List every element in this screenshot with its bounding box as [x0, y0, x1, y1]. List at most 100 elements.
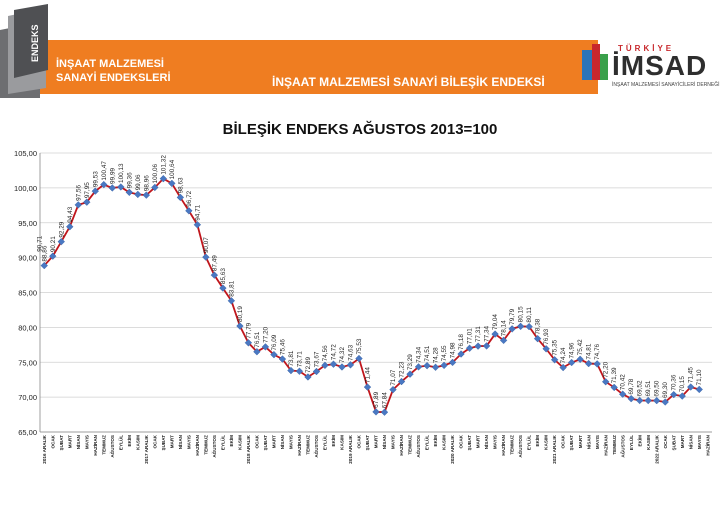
data-label: 76,93	[543, 328, 550, 344]
y-tick-label: 70,00	[18, 393, 37, 402]
data-label: 77,34	[484, 325, 491, 341]
data-point	[227, 297, 236, 305]
data-label: 74,56	[322, 345, 329, 361]
x-tick-label: MART	[272, 435, 277, 448]
side-logo-text: ENDEKS	[30, 24, 40, 62]
x-tick-label: 2018 ARALIK	[246, 434, 251, 463]
data-label: 100,06	[152, 163, 159, 183]
data-point	[270, 350, 278, 359]
x-tick-label: MAYIS	[186, 435, 191, 449]
data-point	[83, 198, 91, 206]
x-tick-label: HAZİRAN	[500, 434, 506, 455]
x-tick-label: 2019 ARALIK	[348, 434, 353, 463]
y-tick-label: 90,00	[18, 254, 37, 263]
data-point	[457, 350, 465, 358]
data-label: 88,86	[41, 245, 48, 261]
x-tick-label: KASIM	[237, 435, 242, 450]
x-tick-label: OCAK	[561, 434, 566, 448]
data-point	[695, 385, 703, 394]
data-point	[202, 253, 210, 261]
data-point	[414, 363, 423, 371]
x-tick-label: MAYIS	[493, 435, 498, 449]
data-label: 74,76	[594, 343, 601, 359]
data-label: 71,44	[364, 367, 371, 383]
y-tick-label: 80,00	[18, 323, 37, 332]
data-label: 69,51	[645, 380, 652, 396]
header-title: İNŞAAT MALZEMESİ SANAYİ BİLEŞİK ENDEKSİ	[272, 75, 545, 89]
x-tick-label: ŞUBAT	[365, 435, 370, 451]
x-tick-label: AĞUSTOS	[516, 435, 523, 458]
data-label: 72,89	[305, 357, 312, 373]
data-point	[619, 390, 627, 398]
data-point	[236, 322, 244, 330]
data-point	[644, 396, 652, 405]
data-label: 74,28	[433, 347, 440, 363]
data-label: 71,45	[688, 367, 695, 383]
data-point	[610, 383, 618, 392]
imsad-subtitle: İNŞAAT MALZEMESİ SANAYİCİLERİ DERNEĞİ	[612, 82, 720, 88]
data-label: 100,13	[118, 163, 125, 183]
data-label: 97,56	[75, 184, 82, 200]
x-tick-label: TEMMUZ	[203, 435, 208, 455]
data-label: 96,72	[186, 190, 193, 206]
endeks-logo: ENDEKS	[0, 4, 48, 98]
x-tick-label: OCAK	[663, 434, 668, 448]
imsad-top-text: TÜRKİYE	[618, 44, 675, 53]
data-point	[636, 396, 644, 405]
x-tick-label: AĞUSTOS	[414, 435, 421, 458]
data-point	[584, 359, 593, 368]
data-label: 71,10	[696, 369, 703, 385]
x-tick-label: ŞUBAT	[161, 435, 166, 451]
x-tick-label: MAYIS	[595, 435, 600, 449]
data-point	[440, 361, 448, 370]
data-label: 76,09	[271, 334, 278, 350]
x-tick-label: NİSAN	[381, 434, 387, 449]
x-tick-label: MART	[169, 435, 174, 448]
x-tick-label: MART	[680, 435, 685, 448]
x-tick-label: ŞUBAT	[263, 435, 268, 451]
data-point	[567, 358, 576, 367]
data-point	[338, 363, 346, 371]
data-label: 73,71	[296, 351, 303, 367]
data-label: 74,98	[450, 342, 457, 358]
data-label: 99,06	[135, 174, 142, 190]
data-point	[499, 336, 508, 345]
data-point	[134, 190, 142, 199]
data-label: 101,32	[160, 155, 167, 175]
x-tick-label: HAZİRAN	[92, 434, 98, 455]
data-point	[346, 361, 355, 369]
data-label: 94,71	[194, 204, 201, 220]
brand-line2: SANAYİ ENDEKSLERİ	[56, 72, 171, 84]
x-tick-label: NİSAN	[75, 434, 81, 449]
x-tick-label: AĞUSTOS	[618, 435, 625, 458]
x-tick-label: EYLÜL	[219, 435, 225, 450]
x-tick-label: ŞUBAT	[467, 435, 472, 451]
x-tick-label: HAZİRAN	[398, 434, 404, 455]
y-tick-label: 105,00	[14, 149, 37, 158]
data-label: 77,79	[245, 322, 252, 338]
x-tick-label: HAZİRAN	[296, 434, 302, 455]
data-label: 74,96	[569, 342, 576, 358]
x-tick-label: MAYIS	[84, 435, 89, 449]
data-label: 74,81	[586, 343, 593, 359]
x-tick-label: EKİM	[228, 435, 234, 447]
data-point	[406, 370, 414, 378]
line-chart: 65,00 70,00 75,00 80,00 85,00 90,00 95,00 100,0…	[14, 149, 712, 464]
data-label: 74,51	[424, 345, 431, 361]
data-label: 75,42	[577, 339, 584, 355]
data-label: 75,35	[552, 339, 559, 355]
x-tick-label: AĞUSTOS	[108, 435, 115, 458]
data-label: 69,50	[654, 380, 661, 396]
data-label: 94,43	[67, 206, 74, 222]
data-label: 74,55	[441, 345, 448, 361]
x-tick-label: TEMMUZ	[306, 435, 311, 455]
data-label: 74,24	[560, 347, 567, 363]
data-label: 74,34	[416, 346, 423, 362]
x-tick-label: EKİM	[126, 435, 132, 447]
data-label: 99,36	[126, 172, 133, 188]
chart-title: BİLEŞİK ENDEKS AĞUSTOS 2013=100	[222, 121, 498, 138]
data-point	[423, 361, 431, 370]
data-label: 71,39	[611, 367, 618, 383]
x-tick-label: EKİM	[330, 435, 336, 447]
data-point	[329, 360, 338, 368]
